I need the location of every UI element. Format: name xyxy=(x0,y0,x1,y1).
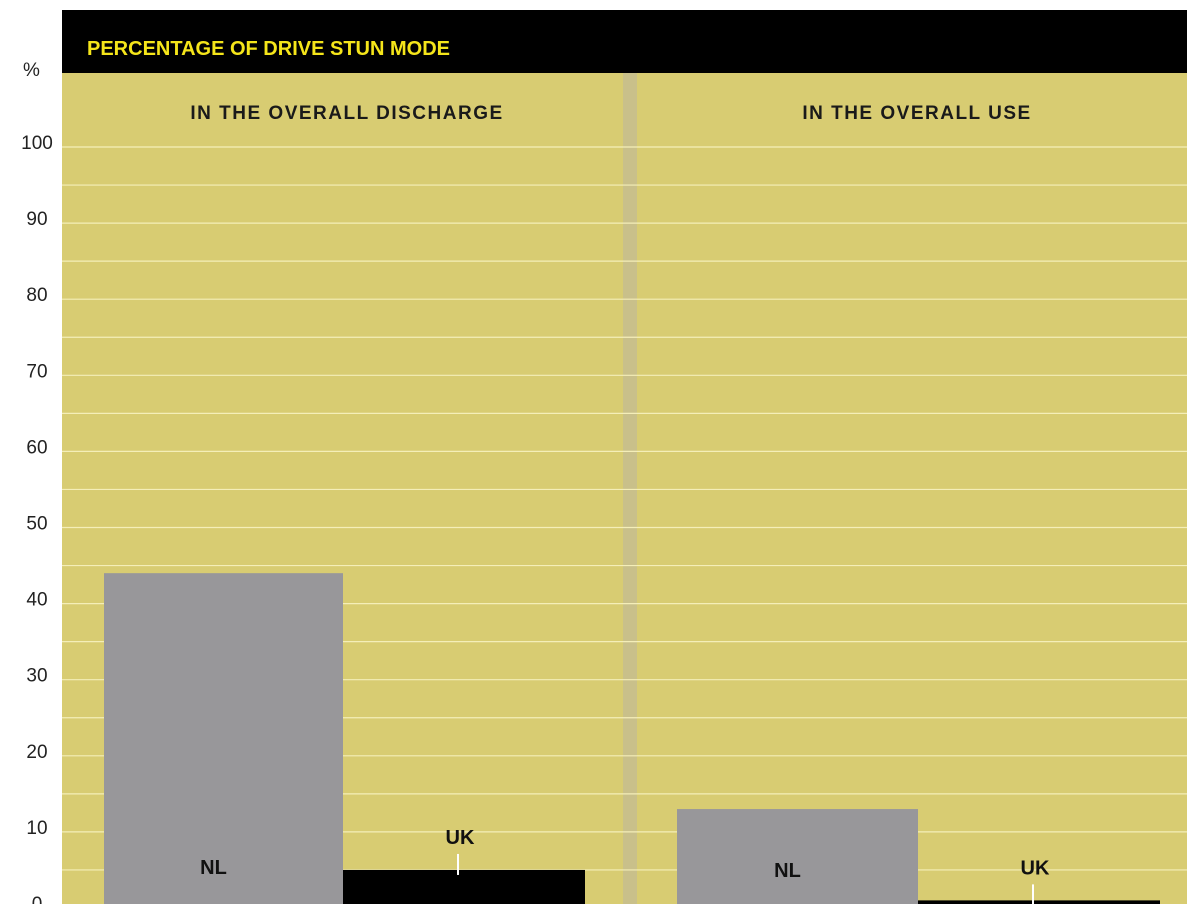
bar-label-uk: UK xyxy=(1021,857,1050,879)
y-tick-label: 80 xyxy=(26,285,47,306)
y-tick-label: 0 xyxy=(32,894,43,904)
bar-uk-panel-0 xyxy=(343,869,585,904)
chart-title: PERCENTAGE OF DRIVE STUN MODE xyxy=(87,38,450,60)
bar-label-nl: NL xyxy=(200,857,227,879)
panel-divider xyxy=(623,73,637,904)
bar-label-nl: NL xyxy=(774,860,801,882)
bar-label-uk: UK xyxy=(446,827,475,849)
y-tick-label: 50 xyxy=(26,514,47,535)
y-axis-ticks: 0 10 20 30 40 50 60 70 80 90 100 xyxy=(21,133,53,904)
y-tick-label: 100 xyxy=(21,133,53,154)
bar-uk-panel-1 xyxy=(918,900,1160,904)
bars: NL UK NL UK xyxy=(104,573,1160,904)
bar-nl-panel-1 xyxy=(677,809,918,904)
panel-title-overall-use: IN THE OVERALL USE xyxy=(802,103,1031,124)
panel-title-overall-discharge: IN THE OVERALL DISCHARGE xyxy=(190,103,503,124)
y-tick-label: 40 xyxy=(26,590,47,611)
y-tick-label: 30 xyxy=(26,666,47,687)
y-tick-label: 60 xyxy=(26,437,47,458)
y-tick-label: 90 xyxy=(26,209,47,230)
y-tick-label: 10 xyxy=(26,818,47,839)
title-bar xyxy=(62,10,1187,73)
y-tick-label: 70 xyxy=(26,361,47,382)
y-tick-label: 20 xyxy=(26,742,47,763)
y-axis-unit-label: % xyxy=(23,60,40,81)
bar-nl-panel-0 xyxy=(104,573,343,904)
